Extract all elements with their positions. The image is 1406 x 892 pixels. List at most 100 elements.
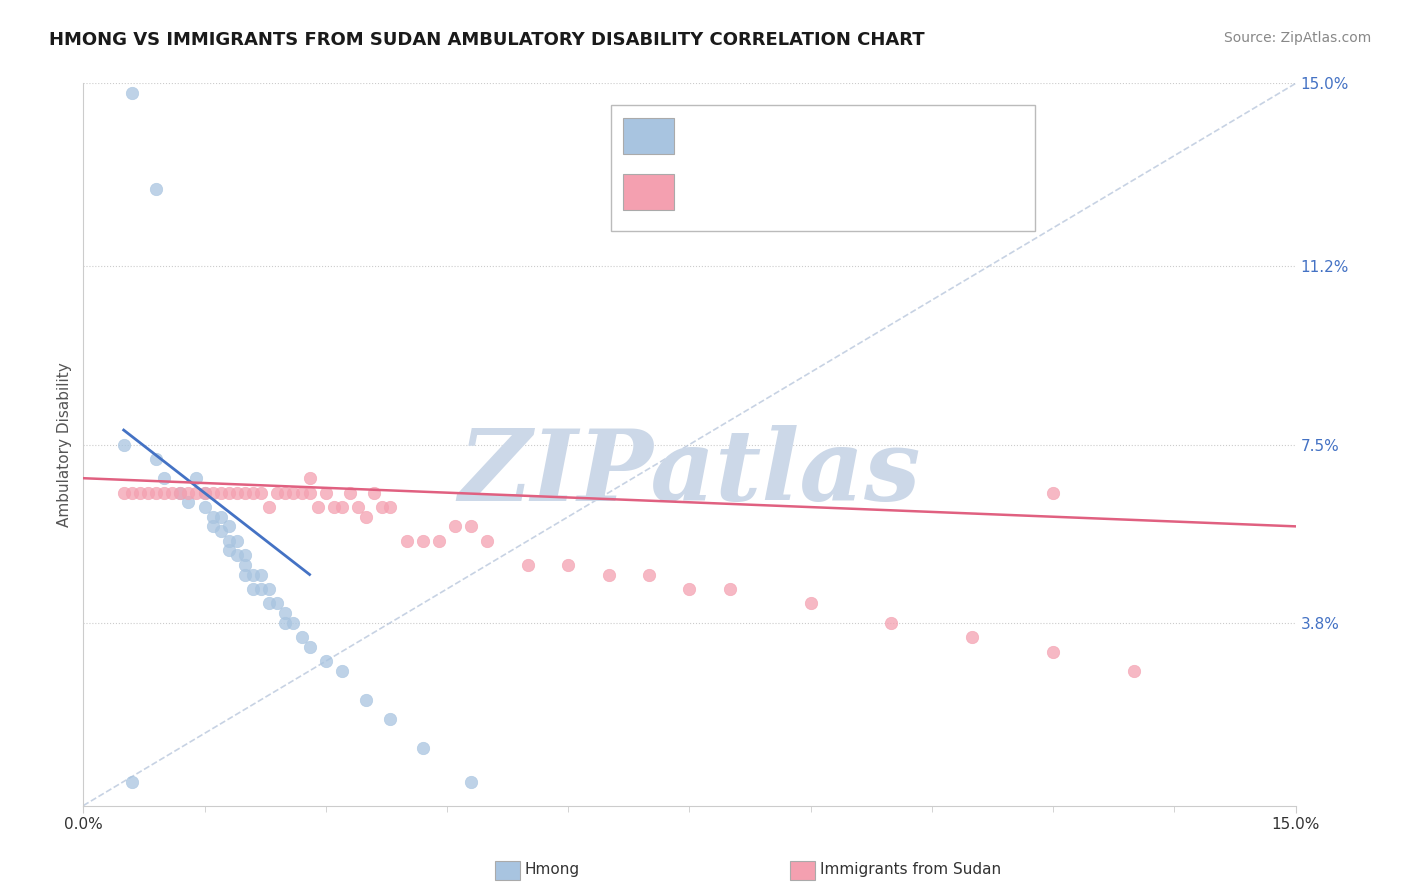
Point — [363, 485, 385, 500]
Point — [315, 654, 337, 668]
Point — [193, 485, 215, 500]
Point — [638, 567, 661, 582]
Point — [283, 485, 305, 500]
Point — [160, 485, 183, 500]
Point — [557, 558, 579, 572]
Point — [201, 519, 224, 533]
Point — [201, 485, 224, 500]
Point — [112, 437, 135, 451]
Text: R = -0.050   N = 55: R = -0.050 N = 55 — [688, 181, 863, 199]
Point — [225, 548, 247, 562]
FancyBboxPatch shape — [610, 105, 1035, 232]
Point — [225, 485, 247, 500]
Point — [444, 519, 467, 533]
Point — [290, 630, 312, 644]
Point — [218, 533, 240, 548]
Text: R =   0.215   N = 39: R = 0.215 N = 39 — [688, 125, 869, 143]
Point — [257, 500, 280, 515]
Point — [371, 500, 394, 515]
Point — [201, 509, 224, 524]
Point — [283, 615, 305, 630]
FancyBboxPatch shape — [623, 174, 673, 210]
Point — [307, 500, 329, 515]
Point — [1042, 485, 1064, 500]
Point — [330, 500, 353, 515]
Point — [962, 630, 984, 644]
Point — [177, 495, 200, 509]
Point — [233, 558, 256, 572]
Point — [1123, 664, 1146, 678]
Point — [274, 485, 297, 500]
Point — [678, 582, 700, 596]
Point — [218, 543, 240, 558]
Point — [412, 533, 434, 548]
Point — [233, 485, 256, 500]
Point — [186, 485, 208, 500]
FancyBboxPatch shape — [623, 118, 673, 154]
Point — [298, 485, 321, 500]
Point — [250, 582, 273, 596]
Text: HMONG VS IMMIGRANTS FROM SUDAN AMBULATORY DISABILITY CORRELATION CHART: HMONG VS IMMIGRANTS FROM SUDAN AMBULATOR… — [49, 31, 925, 49]
Point — [233, 548, 256, 562]
Point — [218, 519, 240, 533]
Text: ZIPatlas: ZIPatlas — [458, 425, 921, 522]
Point — [169, 485, 191, 500]
Point — [354, 692, 377, 706]
Point — [460, 519, 482, 533]
Point — [121, 86, 143, 100]
Point — [274, 615, 297, 630]
Point — [395, 533, 418, 548]
Point — [516, 558, 538, 572]
Point — [242, 485, 264, 500]
Point — [250, 485, 273, 500]
Point — [298, 471, 321, 485]
Point — [380, 500, 402, 515]
Point — [193, 485, 215, 500]
Point — [169, 485, 191, 500]
Point — [380, 712, 402, 726]
Point — [121, 774, 143, 789]
Point — [242, 582, 264, 596]
Point — [412, 740, 434, 755]
Point — [145, 485, 167, 500]
Text: Immigrants from Sudan: Immigrants from Sudan — [820, 863, 1001, 877]
Point — [145, 182, 167, 196]
Point — [800, 596, 823, 610]
Point — [121, 485, 143, 500]
Point — [1042, 644, 1064, 658]
Point — [242, 567, 264, 582]
Point — [153, 471, 176, 485]
Point — [315, 485, 337, 500]
Point — [460, 774, 482, 789]
Point — [339, 485, 361, 500]
Point — [193, 500, 215, 515]
Point — [209, 485, 232, 500]
Point — [257, 596, 280, 610]
Point — [322, 500, 344, 515]
Point — [218, 485, 240, 500]
Point — [266, 596, 288, 610]
Point — [298, 640, 321, 654]
Point — [128, 485, 150, 500]
Point — [177, 485, 200, 500]
Point — [598, 567, 620, 582]
Point — [274, 606, 297, 620]
Point — [354, 509, 377, 524]
Point — [718, 582, 741, 596]
Point — [880, 615, 903, 630]
Point — [225, 533, 247, 548]
Point — [112, 485, 135, 500]
Point — [347, 500, 370, 515]
Point — [153, 485, 176, 500]
Point — [250, 567, 273, 582]
Point — [290, 485, 312, 500]
Point — [233, 567, 256, 582]
Point — [209, 509, 232, 524]
Y-axis label: Ambulatory Disability: Ambulatory Disability — [58, 362, 72, 527]
Point — [145, 452, 167, 467]
Text: Hmong: Hmong — [524, 863, 579, 877]
Point — [186, 471, 208, 485]
Point — [209, 524, 232, 538]
Point — [477, 533, 499, 548]
Point — [427, 533, 450, 548]
